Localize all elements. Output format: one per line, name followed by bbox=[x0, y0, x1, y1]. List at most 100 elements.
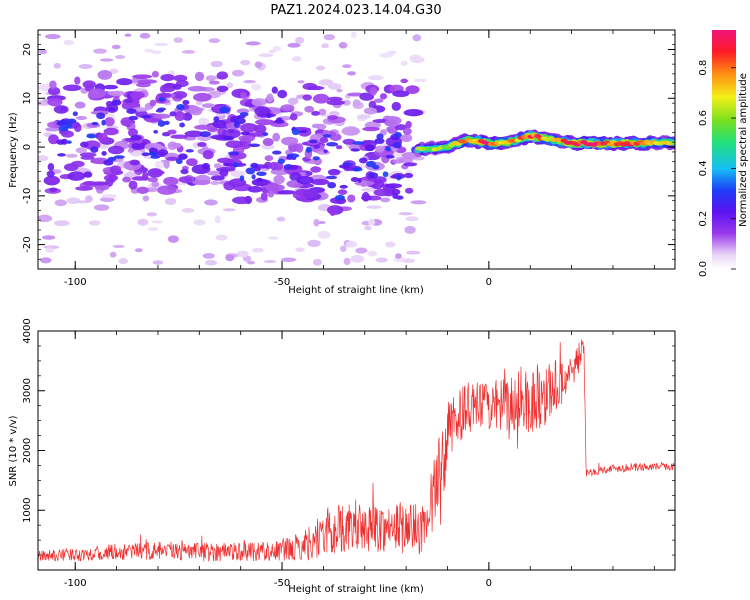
spectrogram-blob-726 bbox=[240, 131, 250, 136]
spectrogram-blob-676 bbox=[271, 86, 278, 94]
spectrogram-y-tick-label: 20 bbox=[22, 43, 33, 56]
spectrogram-y-tick-label: 10 bbox=[22, 92, 33, 105]
spectrogram-blob-581 bbox=[251, 98, 267, 107]
spectrogram-blob-89 bbox=[142, 195, 150, 202]
spectrogram-blob-453 bbox=[210, 175, 225, 181]
spectrogram-blob-651 bbox=[47, 162, 55, 172]
spectrogram-blob-533 bbox=[313, 144, 320, 149]
spectrogram-blob-204 bbox=[222, 208, 236, 212]
spectrogram-blob-330 bbox=[82, 80, 96, 89]
spectrogram-blob-707 bbox=[128, 115, 139, 121]
spectrogram-blob-181 bbox=[291, 56, 302, 62]
spectrogram-blob-90 bbox=[323, 34, 336, 41]
spectrogram-blob-417 bbox=[359, 92, 375, 101]
spectrogram-blob-636 bbox=[296, 175, 314, 185]
spectrogram-blob-314 bbox=[147, 177, 159, 183]
spectrogram-blob-35 bbox=[118, 258, 128, 265]
spectrogram-blob-171 bbox=[137, 218, 149, 226]
spectrogram-blob-144 bbox=[173, 37, 184, 43]
spectrogram-y-tick-label: -20 bbox=[22, 236, 33, 252]
spectrogram-blob-464 bbox=[163, 159, 170, 169]
spectrogram-blob-574 bbox=[67, 171, 86, 181]
spectrogram-blob-632 bbox=[82, 180, 97, 186]
spectrogram-blob-277 bbox=[45, 127, 61, 132]
spectrogram-blob-693 bbox=[60, 138, 68, 145]
spectrogram-blob-79 bbox=[352, 99, 361, 107]
spectrogram-blob-238 bbox=[124, 33, 132, 37]
spectrogram-blob-139 bbox=[258, 53, 274, 58]
snr-y-tick-label: 1000 bbox=[22, 498, 33, 523]
spectrogram-y-label: Frequency (Hz) bbox=[8, 112, 19, 188]
spectrogram-blob-88 bbox=[338, 42, 348, 49]
spectrogram-blob-613 bbox=[190, 106, 203, 116]
spectrogram-blob-241 bbox=[357, 114, 371, 119]
spectrogram-blob-714 bbox=[228, 130, 235, 134]
spectrogram-blob-763 bbox=[141, 152, 150, 157]
spectrogram-blob-24 bbox=[167, 235, 179, 243]
spectrogram-blob-408 bbox=[149, 99, 156, 107]
spectrogram-blob-728 bbox=[376, 133, 384, 140]
spectrogram-blob-349 bbox=[186, 158, 198, 166]
spectrogram-blob-247 bbox=[367, 218, 376, 226]
spectrogram-blob-530 bbox=[182, 112, 193, 121]
spectrogram-blob-454 bbox=[266, 93, 274, 103]
spectrogram-marks bbox=[38, 31, 675, 266]
colorbar-tick-label: 0.8 bbox=[698, 60, 709, 76]
spectrogram-blob-222 bbox=[398, 212, 413, 216]
spectrogram-blob-207 bbox=[53, 220, 70, 227]
spectrogram-blob-775 bbox=[239, 112, 249, 117]
colorbar-gradient bbox=[712, 30, 736, 269]
spectrogram-blob-718 bbox=[222, 135, 235, 141]
spectrogram-blob-684 bbox=[153, 129, 159, 134]
spectrogram-blob-278 bbox=[97, 69, 113, 80]
spectrogram-blob-614 bbox=[178, 176, 193, 183]
spectrogram-blob-386 bbox=[394, 124, 408, 131]
spectrogram-blob-445 bbox=[401, 133, 413, 143]
spectrogram-blob-97 bbox=[195, 100, 203, 106]
spectrogram-blob-162 bbox=[409, 54, 422, 61]
spectrogram-blob-593 bbox=[122, 176, 131, 183]
spectrogram-blob-67 bbox=[240, 59, 251, 66]
spectrogram-blob-184 bbox=[367, 75, 384, 81]
spectrogram-blob-258 bbox=[379, 52, 394, 58]
spectrogram-blob-33 bbox=[366, 205, 382, 209]
spectrogram-blob-577 bbox=[108, 174, 117, 183]
spectrogram-blob-511 bbox=[157, 185, 177, 195]
snr-x-tick-label: -50 bbox=[274, 578, 290, 589]
spectrogram-blob-639 bbox=[74, 101, 86, 109]
spectrogram-blob-633 bbox=[392, 90, 410, 98]
spectrogram-blob-61 bbox=[65, 153, 78, 158]
spectrogram-blob-769 bbox=[372, 164, 380, 170]
spectrogram-x-label: Height of straight line (km) bbox=[288, 285, 424, 296]
spectrogram-blob-768 bbox=[396, 174, 402, 181]
spectrogram-blob-717 bbox=[86, 133, 97, 139]
spectrogram-blob-496 bbox=[171, 142, 182, 149]
spectrogram-blob-198 bbox=[226, 82, 234, 89]
spectrogram-blob-663 bbox=[373, 188, 392, 197]
spectrogram-y-tick-label: -10 bbox=[22, 188, 33, 204]
spectrogram-blob-603 bbox=[240, 122, 258, 133]
spectrogram-blob-777 bbox=[273, 119, 285, 124]
spectrogram-blob-34 bbox=[246, 260, 256, 265]
spectrogram-blob-708 bbox=[111, 99, 122, 106]
spectrogram-blob-771 bbox=[251, 174, 256, 180]
spectrogram-blob-677 bbox=[273, 161, 284, 171]
spectrogram-blob-60 bbox=[99, 58, 114, 62]
spectrogram-blob-779 bbox=[148, 151, 158, 156]
spectrogram-blob-158 bbox=[208, 38, 221, 44]
spectrogram-blob-101 bbox=[42, 235, 56, 240]
spectrogram-blob-210 bbox=[93, 204, 110, 211]
spectrogram-blob-664 bbox=[150, 170, 165, 176]
spectrogram-blob-634 bbox=[302, 188, 319, 199]
spectrogram-blob-716 bbox=[169, 111, 177, 117]
spectrogram-blob-649 bbox=[216, 85, 229, 92]
spectrogram-blob-20 bbox=[99, 197, 115, 202]
spectrogram-blob-237 bbox=[313, 218, 320, 227]
spectrogram-blob-796 bbox=[322, 134, 332, 138]
spectrogram-blob-747 bbox=[57, 119, 69, 126]
spectrogram-blob-54 bbox=[342, 64, 352, 69]
spectrogram-blob-141 bbox=[361, 187, 378, 192]
spectrogram-blob-765 bbox=[394, 131, 402, 138]
spectrogram-blob-93 bbox=[202, 253, 215, 259]
spectrogram-blob-451 bbox=[173, 74, 188, 82]
